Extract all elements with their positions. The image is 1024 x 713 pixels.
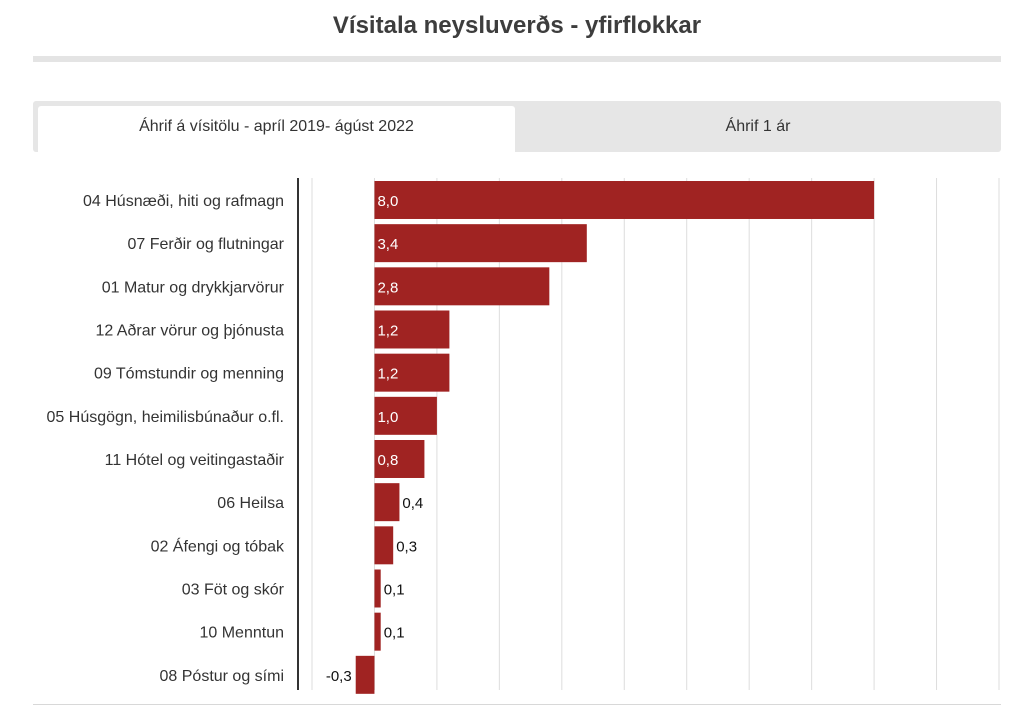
data-label: 1,0 <box>377 409 398 426</box>
title-divider <box>33 56 1001 62</box>
data-label: 0,1 <box>384 581 405 598</box>
bar <box>374 396 437 435</box>
data-label: 1,2 <box>377 366 398 383</box>
bar <box>374 267 550 306</box>
category-label: 05 Húsgögn, heimilisbúnaður o.fl. <box>47 409 284 426</box>
data-label: 0,3 <box>396 538 417 555</box>
tab-impact-one-year[interactable]: Áhrif 1 ár <box>725 118 791 135</box>
bar <box>374 224 587 263</box>
data-label: 8,0 <box>377 193 398 210</box>
category-label: 07 Ferðir og flutningar <box>127 236 284 253</box>
category-label: 12 Aðrar vörur og þjónusta <box>95 322 284 339</box>
category-label: 11 Hótel og veitingastaðir <box>105 452 285 469</box>
bar <box>374 181 875 219</box>
tab-impact-period[interactable]: Áhrif á vísitölu - apríl 2019- ágúst 202… <box>38 106 515 152</box>
bottom-divider <box>33 704 1001 705</box>
category-label: 02 Áfengi og tóbak <box>151 536 285 555</box>
bar <box>374 440 425 478</box>
bar <box>374 310 450 349</box>
data-label: 2,8 <box>377 279 398 296</box>
data-label: 0,1 <box>384 625 405 642</box>
category-label: 10 Menntun <box>199 625 284 642</box>
category-label: 09 Tómstundir og menning <box>94 366 284 383</box>
data-label: 0,8 <box>377 452 398 469</box>
tab-bar: Áhrif á vísitölu - apríl 2019- ágúst 202… <box>33 101 1001 152</box>
bar <box>374 353 450 392</box>
category-label: 06 Heilsa <box>217 495 284 512</box>
category-label: 08 Póstur og sími <box>160 668 285 685</box>
data-label: 3,4 <box>377 236 398 253</box>
data-label: 0,4 <box>402 495 423 512</box>
category-label: 01 Matur og drykkjarvörur <box>102 279 285 296</box>
data-label: 1,2 <box>377 322 398 339</box>
category-label: 04 Húsnæði, hiti og rafmagn <box>83 193 284 210</box>
bar <box>355 655 375 694</box>
category-label: 03 Föt og skór <box>182 581 285 598</box>
bar <box>374 526 394 565</box>
chart-title: Vísitala neysluverðs - yfirflokkar <box>332 12 702 39</box>
bar <box>374 569 381 608</box>
bar <box>374 483 400 522</box>
bar <box>374 612 381 651</box>
data-label: -0,3 <box>326 668 352 685</box>
